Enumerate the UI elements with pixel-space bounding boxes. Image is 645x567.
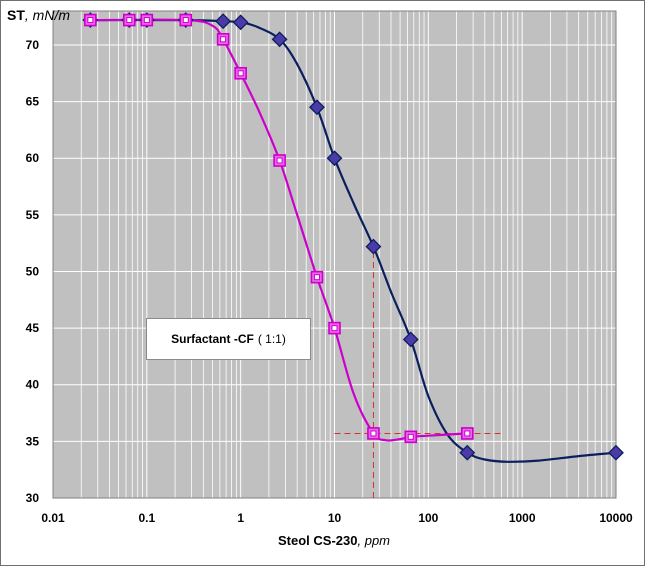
data-point-square	[122, 13, 136, 27]
y-tick-label: 60	[26, 151, 40, 165]
x-tick-label: 0.1	[138, 511, 155, 525]
y-tick-label: 70	[26, 38, 40, 52]
data-point-diamond	[326, 150, 343, 167]
y-tick-label: 35	[26, 434, 40, 448]
data-point-square-inner	[370, 430, 377, 437]
data-point-square-inner	[143, 17, 150, 24]
data-point-square	[179, 13, 193, 27]
reference-lines	[334, 246, 502, 498]
y-tick-label: 50	[26, 264, 40, 278]
y-tick-label: 65	[26, 95, 40, 109]
x-tick-label: 0.01	[41, 511, 65, 525]
y-tick-label: 40	[26, 378, 40, 392]
x-axis-label-main: Steol CS-230	[278, 533, 357, 548]
grid-lines	[52, 11, 616, 498]
series-markers	[82, 12, 624, 461]
x-tick-label: 10000	[599, 511, 633, 525]
y-tick-label: 55	[26, 208, 40, 222]
x-tick-label: 10	[328, 511, 342, 525]
data-point-square	[328, 321, 341, 335]
data-point-square-inner	[220, 36, 227, 43]
y-axis-label-main: ST	[7, 7, 25, 23]
data-point-diamond	[215, 13, 232, 30]
x-tick-label: 1000	[509, 511, 536, 525]
data-point-square	[404, 430, 418, 444]
data-point-square-inner	[464, 430, 471, 437]
data-point-diamond	[365, 238, 382, 255]
data-point-square-inner	[331, 325, 338, 332]
x-axis-label-unit: , ppm	[357, 533, 390, 548]
x-tick-label: 1	[237, 511, 244, 525]
data-point-square	[216, 33, 230, 46]
data-point-square-inner	[276, 157, 283, 164]
plot-border	[52, 10, 617, 499]
annotation-ratio: ( 1:1)	[257, 332, 286, 346]
y-axis-label-unit: , mN/m	[25, 7, 70, 23]
data-point-square	[140, 13, 154, 27]
tick-labels: 0.01 0.1 1 10 100 1000 10000 30 35 40 45 50 55 60 65 70	[26, 38, 633, 525]
data-point-diamond	[608, 444, 624, 461]
data-point-square-inner	[407, 433, 414, 440]
data-point-square	[367, 427, 380, 440]
data-point-square-inner	[182, 17, 189, 24]
data-point-square	[84, 13, 97, 27]
x-tick-label: 100	[418, 511, 438, 525]
x-axis-label: Steol CS-230, ppm	[278, 533, 390, 548]
legend-annotation: Surfactant -CF ( 1:1)	[146, 318, 311, 360]
data-point-diamond	[309, 99, 325, 116]
data-point-diamond	[232, 14, 249, 31]
y-tick-label: 30	[26, 491, 40, 505]
data-point-square-inner	[126, 17, 133, 24]
data-point-diamond	[271, 31, 288, 48]
annotation-title: Surfactant -CF	[171, 332, 254, 346]
data-point-diamond	[459, 444, 476, 461]
y-axis-label: ST, mN/m	[7, 7, 70, 23]
data-point-square	[460, 427, 474, 440]
y-tick-label: 45	[26, 321, 40, 335]
data-point-square	[273, 154, 286, 167]
data-point-diamond	[402, 331, 419, 348]
data-point-square	[310, 270, 324, 284]
data-point-square-inner	[87, 17, 94, 24]
data-point-square	[234, 66, 247, 80]
data-point-square-inner	[237, 70, 244, 77]
data-point-square-inner	[313, 274, 320, 281]
